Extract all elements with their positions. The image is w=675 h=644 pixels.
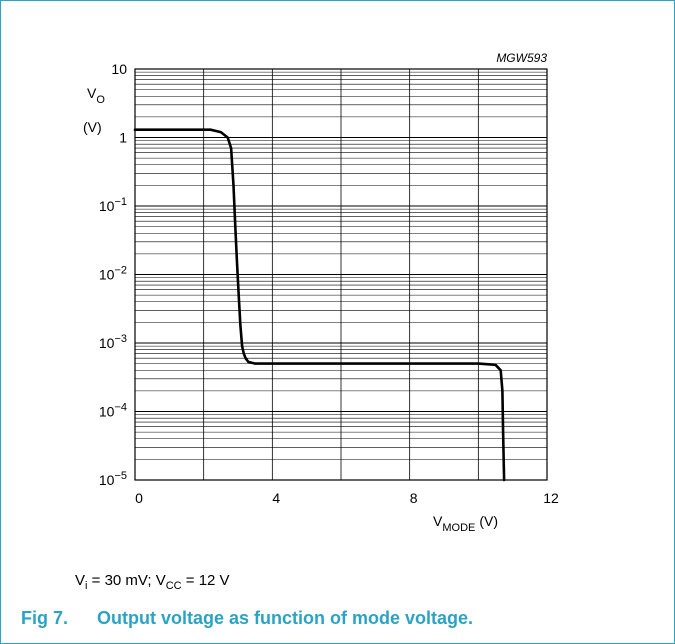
y-axis-symbol: V bbox=[87, 85, 97, 101]
series-line bbox=[133, 128, 506, 482]
x-axis-label: VMODE (V) bbox=[433, 513, 498, 534]
y-axis-unit: (V) bbox=[83, 119, 102, 135]
vi-value: = 30 mV; bbox=[87, 572, 156, 589]
measurement-conditions: Vi = 30 mV; VCC = 12 V bbox=[75, 572, 230, 592]
tick-labels: 0 4 8 12 10 1 10−1 10−2 10−3 10−4 10−5 bbox=[99, 61, 559, 506]
vcc-value: = 12 V bbox=[181, 572, 230, 589]
y-tick-label: 10−2 bbox=[99, 265, 127, 283]
y-tick-label: 10−4 bbox=[99, 402, 127, 420]
y-tick-label: 10−5 bbox=[99, 470, 127, 488]
figure-caption: Fig 7. Output voltage as function of mode… bbox=[21, 608, 473, 629]
vi-symbol: V bbox=[75, 572, 86, 589]
x-tick-label: 12 bbox=[543, 490, 559, 506]
x-tick-label: 0 bbox=[135, 490, 143, 506]
y-tick-label: 1 bbox=[119, 130, 127, 146]
grid bbox=[135, 69, 547, 480]
figure-title: Output voltage as function of mode volta… bbox=[97, 608, 474, 628]
vi-subscript: i bbox=[85, 580, 88, 592]
vcc-symbol: V bbox=[155, 572, 166, 589]
y-tick-label: 10 bbox=[111, 61, 127, 77]
plot-frame bbox=[134, 68, 548, 481]
y-axis-subscript: O bbox=[96, 94, 105, 106]
figure-number: Fig 7. bbox=[21, 608, 69, 628]
x-axis-subscript: MODE bbox=[442, 522, 475, 534]
series bbox=[133, 128, 506, 482]
x-axis-unit: (V) bbox=[479, 513, 498, 529]
x-tick-label: 4 bbox=[272, 490, 280, 506]
figure-reference-code: MGW593 bbox=[496, 51, 547, 65]
y-tick-label: 10−1 bbox=[99, 196, 127, 214]
y-tick-label: 10−3 bbox=[99, 333, 127, 351]
y-axis-label: VO bbox=[87, 85, 105, 106]
vcc-subscript: CC bbox=[165, 580, 182, 592]
x-axis-symbol: V bbox=[433, 513, 443, 529]
x-tick-label: 8 bbox=[410, 490, 418, 506]
